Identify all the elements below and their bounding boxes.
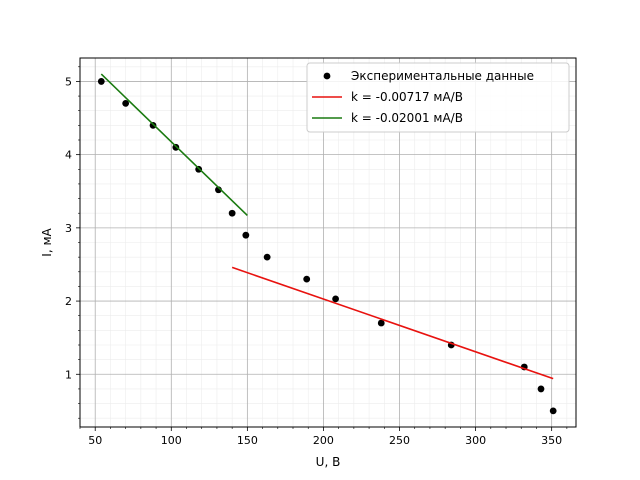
y-axis-label: I, мА <box>40 227 54 256</box>
data-point <box>149 121 157 129</box>
data-point <box>242 231 250 239</box>
x-tick-label: 50 <box>88 434 102 447</box>
data-point <box>549 407 557 415</box>
x-tick-label: 300 <box>465 434 486 447</box>
series-0 <box>97 78 557 415</box>
data-point <box>263 253 271 261</box>
data-point <box>377 319 385 327</box>
x-tick-label: 350 <box>541 434 562 447</box>
legend-item: Экспериментальные данные <box>323 69 534 83</box>
fit-line <box>231 266 554 380</box>
legend-item: k = -0.02001 мА/В <box>312 111 463 125</box>
legend-label: Экспериментальные данные <box>351 69 534 83</box>
fit-line <box>100 73 248 216</box>
data-point <box>537 385 545 393</box>
y-tick-label: 1 <box>65 368 72 381</box>
x-axis-label: U, В <box>316 455 341 469</box>
legend: Экспериментальные данные k = -0.00717 мА/… <box>306 62 570 133</box>
x-tick-label: 100 <box>161 434 182 447</box>
plot-series <box>97 73 557 415</box>
grid <box>79 58 576 427</box>
legend-box <box>306 62 570 133</box>
y-tick-label: 5 <box>65 75 72 88</box>
axis-ticks: 50 100 150 200 250 300 350 1 2 3 4 5 <box>65 66 568 447</box>
x-tick-label: 250 <box>389 434 410 447</box>
y-tick-label: 3 <box>65 222 72 235</box>
data-point <box>228 209 236 217</box>
data-point <box>122 99 130 107</box>
legend-item: k = -0.00717 мА/В <box>312 90 463 104</box>
data-point <box>332 295 340 303</box>
y-tick-label: 2 <box>65 295 72 308</box>
legend-label: k = -0.00717 мА/В <box>351 90 463 104</box>
legend-marker-swatch <box>323 72 331 80</box>
data-point <box>97 78 105 85</box>
x-tick-label: 150 <box>237 434 258 447</box>
legend-label: k = -0.02001 мА/В <box>351 111 463 125</box>
x-tick-label: 200 <box>313 434 334 447</box>
series-2 <box>100 73 248 216</box>
y-tick-label: 4 <box>65 149 72 162</box>
data-point <box>303 275 311 283</box>
series-1 <box>231 266 554 380</box>
